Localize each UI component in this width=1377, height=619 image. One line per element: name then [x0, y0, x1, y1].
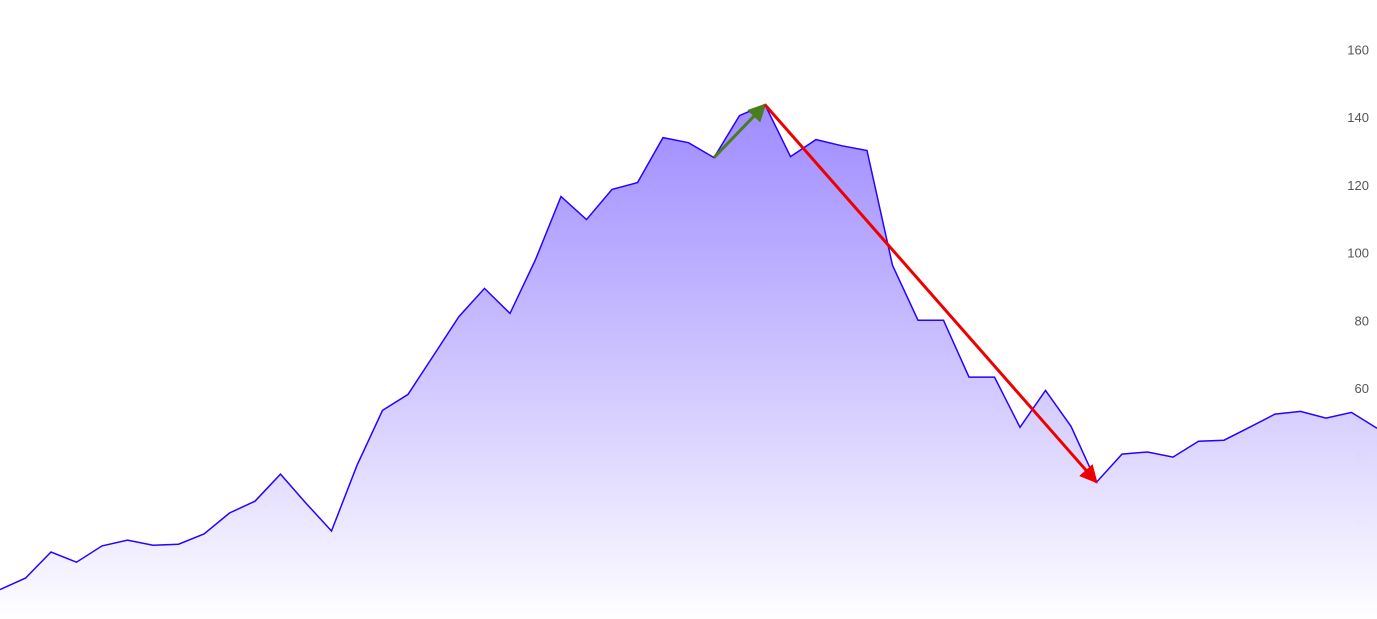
y-tick-label: 120: [1347, 178, 1369, 193]
y-tick-label: 160: [1347, 42, 1369, 57]
area: [0, 104, 1377, 619]
y-tick-label: 80: [1355, 313, 1369, 328]
y-tick-label: 100: [1347, 246, 1369, 261]
trend-arrow: [763, 103, 1098, 484]
trend-arrow: [712, 103, 767, 159]
line: [0, 103, 1377, 591]
y-tick-label: 140: [1347, 110, 1369, 125]
y-tick-label: 60: [1355, 381, 1369, 396]
